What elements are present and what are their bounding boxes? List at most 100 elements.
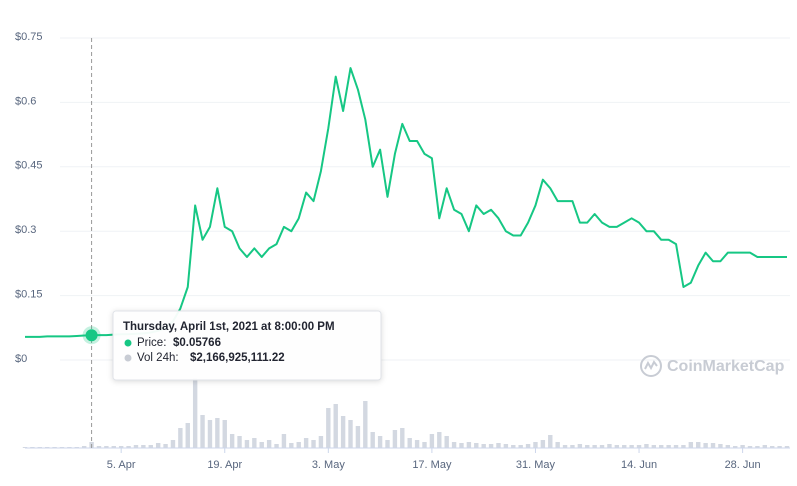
axes: $0 $0.15 $0.3 $0.45 $0.6 $0.75 5. Apr 19. Apr 3.… <box>15 31 761 471</box>
volume-bar <box>703 443 708 448</box>
volume-bar <box>659 445 664 448</box>
volume-bar <box>422 442 427 448</box>
watermark-text: CoinMarketCap <box>667 358 785 375</box>
volume-bar <box>340 416 346 448</box>
volume-bar <box>503 444 509 448</box>
x-tick-label: 5. Apr <box>107 459 136 471</box>
volume-bar <box>762 445 768 448</box>
volume-bar <box>170 440 176 448</box>
volume-bar <box>200 415 205 448</box>
volume-bar <box>466 442 472 448</box>
volume-bar <box>318 436 324 448</box>
volume-bar <box>548 435 553 448</box>
volume-bar <box>710 443 716 448</box>
volume-bar <box>562 445 568 448</box>
volume-bar <box>459 443 464 448</box>
volume-bar <box>777 446 782 448</box>
y-tick-label: $0 <box>15 353 27 365</box>
tooltip-price: $0.05766 <box>173 337 221 349</box>
volume-bar <box>570 445 575 448</box>
volume-bar <box>481 444 486 448</box>
y-tick-label: $0.3 <box>15 224 36 236</box>
volume-bar <box>577 444 583 448</box>
volume-bar <box>688 442 694 448</box>
y-tick-label: $0.75 <box>15 31 43 43</box>
volume-bar <box>474 443 479 448</box>
volume-bar <box>740 445 745 448</box>
volume-bar <box>81 446 87 448</box>
volume-bar <box>348 420 353 448</box>
x-tick-label: 17. May <box>412 459 452 471</box>
volume-bar <box>592 445 597 448</box>
tooltip-volume-label: Vol 24h: <box>137 352 179 364</box>
hover-point <box>85 329 98 342</box>
volume-bar <box>326 408 331 448</box>
x-tick-label: 28. Jun <box>725 459 761 471</box>
volume-bar <box>770 446 775 448</box>
volume-bar <box>525 444 531 448</box>
volume-bar <box>400 428 405 448</box>
volume-bar <box>303 438 309 448</box>
volume-bar <box>222 420 227 448</box>
volume-bar <box>163 444 168 448</box>
volume-bar <box>377 436 383 448</box>
volume-bar <box>118 446 124 448</box>
volume-bar <box>296 442 301 448</box>
volume-bar <box>252 438 257 448</box>
volume-bar <box>784 446 790 448</box>
y-tick-label: $0.15 <box>15 289 43 301</box>
volume-bar <box>370 432 375 448</box>
volume-bar <box>266 440 272 448</box>
y-tick-label: $0.45 <box>15 160 43 172</box>
volume-bar <box>718 444 723 448</box>
volume-bar <box>451 442 457 448</box>
volume-bar <box>111 446 116 448</box>
tooltip-box <box>112 310 382 381</box>
volume-bar <box>385 440 390 448</box>
volume-bar <box>696 442 701 448</box>
tooltip: Thursday, April 1st, 2021 at 8:00:00 PM … <box>112 310 382 381</box>
volume-bar <box>607 444 612 448</box>
volume-bar <box>614 445 620 448</box>
volume-bar <box>126 446 131 448</box>
volume-bar <box>96 446 102 448</box>
volume-bar <box>540 440 546 448</box>
volume-bar <box>555 442 560 448</box>
tooltip-price-label: Price: <box>137 337 166 349</box>
price-line-layer <box>25 67 787 338</box>
volume-bar <box>355 426 361 448</box>
price-line <box>25 67 787 338</box>
volume-bar <box>104 446 109 448</box>
volume-bar <box>644 444 649 448</box>
volume-bar <box>259 442 264 448</box>
volume-bar <box>311 440 316 448</box>
volume-bar <box>363 401 368 448</box>
watermark-logo <box>640 355 662 377</box>
volume-bar <box>511 445 516 448</box>
volume-bar <box>155 443 161 448</box>
volume-bar <box>599 445 605 448</box>
volume-bar <box>289 443 294 448</box>
volume-bar <box>673 445 679 448</box>
tooltip-title: Thursday, April 1st, 2021 at 8:00:00 PM <box>123 321 335 333</box>
volume-bar <box>244 440 250 448</box>
volume-bar <box>392 430 398 448</box>
volume-bar <box>725 445 731 448</box>
volume-bar <box>636 445 642 448</box>
volume-bar <box>629 445 634 448</box>
x-tick-label: 31. May <box>516 459 556 471</box>
tooltip-volume-dot <box>124 354 132 362</box>
volume-bar <box>207 420 213 448</box>
volume-bars <box>22 378 790 448</box>
volume-bar <box>281 434 287 448</box>
volume-bar <box>681 445 686 448</box>
grid <box>60 37 790 361</box>
volume-bar <box>215 418 220 448</box>
volume-bar <box>333 404 338 448</box>
watermark: CoinMarketCap <box>640 355 785 377</box>
y-tick-label: $0.6 <box>15 95 36 107</box>
tooltip-volume: $2,166,925,111.22 <box>190 352 285 364</box>
x-tick-label: 19. Apr <box>207 459 242 471</box>
volume-bar <box>496 443 501 448</box>
